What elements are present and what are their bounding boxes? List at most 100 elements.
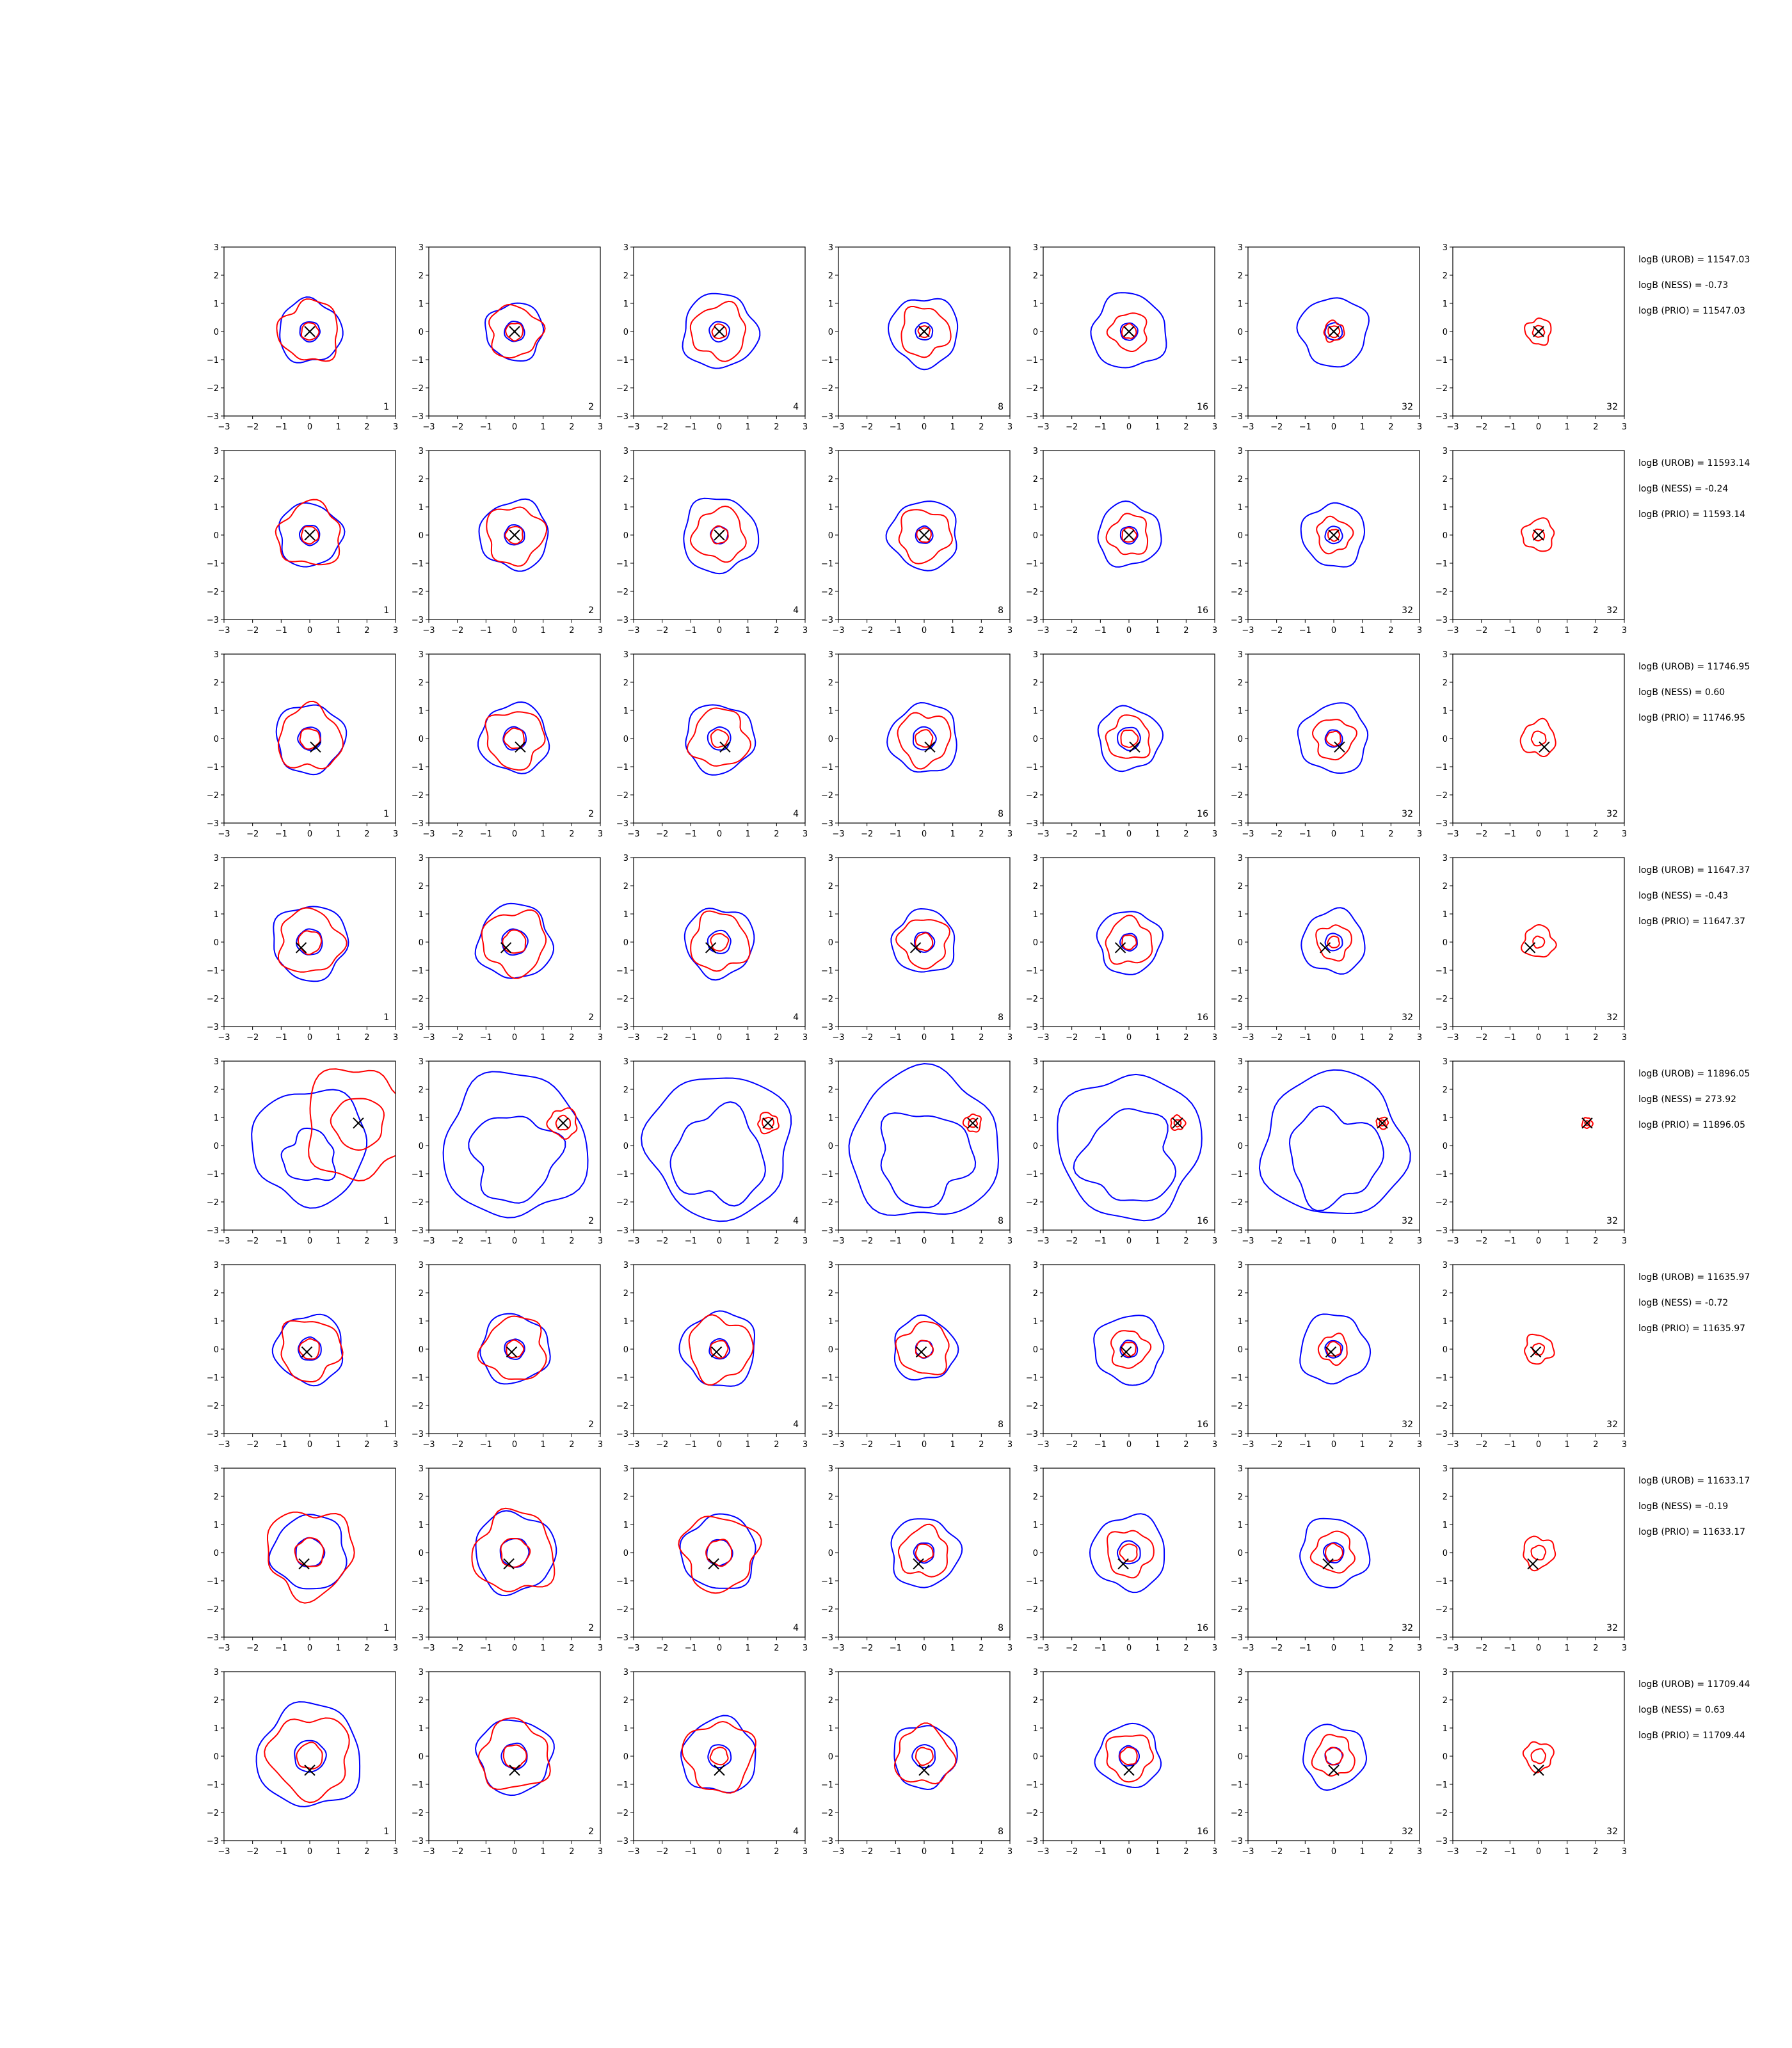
x-tick-label: 1 (336, 1644, 341, 1653)
x-tick-label: 1 (950, 1440, 956, 1450)
blue-outer-contour (1299, 1517, 1371, 1588)
x-tick-label: 0 (1536, 422, 1541, 432)
panel-number: 8 (998, 605, 1004, 616)
red-inner-contour (1379, 1119, 1386, 1127)
y-tick-label: 1 (214, 503, 219, 513)
true-value-marker (557, 1117, 569, 1129)
blue-inner-contour (1322, 1542, 1345, 1564)
x-tick-label: −2 (656, 1236, 668, 1246)
y-tick-label: 1 (419, 1317, 424, 1327)
y-tick-label: 3 (1033, 1668, 1038, 1677)
y-tick-label: 1 (828, 503, 833, 513)
x-tick-label: −2 (451, 1033, 463, 1043)
y-tick-label: −3 (207, 616, 219, 625)
y-tick-label: −2 (207, 384, 219, 394)
true-value-marker (1328, 326, 1340, 337)
x-tick-label: 1 (1360, 1236, 1365, 1246)
y-tick-label: 2 (1443, 475, 1448, 484)
y-tick-label: −1 (1231, 356, 1243, 365)
plot-area (477, 701, 550, 774)
y-tick-label: −3 (616, 1430, 628, 1439)
y-tick-label: −2 (1026, 1402, 1038, 1411)
panel-number: 1 (383, 1623, 389, 1633)
y-tick-label: 0 (1033, 1549, 1038, 1558)
stat-label: logB (UROB) = 11709.44 (1638, 1679, 1750, 1690)
y-tick-label: 0 (1443, 1549, 1448, 1558)
y-tick-label: 1 (1033, 300, 1038, 309)
plot-area (1097, 500, 1162, 568)
y-tick-label: 0 (1238, 1142, 1243, 1151)
panel-number: 32 (1402, 402, 1413, 412)
y-tick-label: 3 (1033, 447, 1038, 456)
x-tick-label: −3 (422, 1236, 435, 1246)
y-tick-label: 1 (214, 910, 219, 920)
red-inner-contour (915, 729, 934, 748)
red-outer-contour (1523, 1535, 1556, 1572)
red-outer-contour (486, 506, 548, 567)
x-tick-label: −2 (246, 1644, 259, 1653)
y-tick-label: 2 (623, 1492, 628, 1502)
x-tick-label: −2 (861, 626, 873, 636)
panel-number: 1 (383, 402, 389, 412)
x-tick-label: 2 (364, 1440, 369, 1450)
y-tick-label: −2 (1026, 995, 1038, 1004)
x-tick-label: −3 (1037, 1440, 1049, 1450)
red-outer-contour (898, 509, 953, 564)
blue-outer-contour (442, 1071, 589, 1219)
panel: −3 −2 −1 0 1 2 3 −3 −2 −1 0 1 2 3 16 (1026, 243, 1217, 432)
y-tick-label: 2 (1033, 1289, 1038, 1299)
true-value-marker (500, 942, 512, 954)
true-value-marker (304, 326, 316, 337)
plot-area (684, 908, 755, 981)
axes-frame (838, 1671, 1011, 1841)
plot-area (1097, 705, 1164, 772)
y-tick-label: −2 (207, 1402, 219, 1411)
y-tick-label: −1 (207, 1170, 219, 1180)
y-tick-label: 1 (1443, 503, 1448, 513)
y-tick-label: −3 (1026, 1430, 1038, 1439)
y-tick-label: 3 (828, 1057, 833, 1067)
y-tick-label: −3 (616, 819, 628, 829)
panel: −3 −2 −1 0 1 2 3 −3 −2 −1 0 1 2 3 32 (1436, 650, 1627, 839)
x-tick-label: 2 (979, 1644, 984, 1653)
y-tick-label: −3 (1436, 412, 1448, 422)
red-inner-contour (710, 932, 730, 952)
x-tick-label: 2 (364, 626, 369, 636)
x-tick-label: 0 (717, 1644, 722, 1653)
y-tick-label: −2 (412, 1809, 424, 1818)
x-tick-label: 3 (598, 626, 603, 636)
y-tick-label: 0 (1443, 735, 1448, 744)
x-tick-label: 2 (979, 829, 984, 839)
red-outer-contour (962, 1113, 982, 1133)
y-tick-label: −2 (616, 1402, 628, 1411)
y-tick-label: −2 (1436, 588, 1448, 597)
x-tick-label: 1 (1360, 1033, 1365, 1043)
blue-outer-contour (484, 302, 545, 362)
y-tick-label: 3 (828, 447, 833, 456)
x-tick-label: −1 (275, 1440, 287, 1450)
x-tick-label: −2 (1475, 1440, 1487, 1450)
x-tick-label: 0 (307, 422, 312, 432)
y-tick-label: 2 (1238, 678, 1243, 688)
blue-inner-contour (1117, 726, 1141, 751)
x-tick-label: 2 (364, 829, 369, 839)
x-tick-label: −1 (890, 422, 902, 432)
y-tick-label: −1 (616, 966, 628, 976)
panel-number: 16 (1197, 1827, 1208, 1837)
y-tick-label: 0 (214, 938, 219, 948)
panel-number: 4 (793, 1216, 799, 1226)
blue-outer-contour (679, 1513, 756, 1589)
y-tick-label: 0 (419, 531, 424, 541)
y-tick-label: −2 (1436, 791, 1448, 801)
y-tick-label: 1 (214, 707, 219, 716)
y-tick-label: 2 (1238, 1492, 1243, 1502)
red-outer-contour (686, 707, 752, 767)
panel-number: 8 (998, 1623, 1004, 1633)
red-outer-contour (477, 1315, 547, 1380)
blue-outer-contour (685, 704, 756, 776)
y-tick-label: −2 (207, 1198, 219, 1208)
x-tick-label: −2 (1066, 626, 1078, 636)
